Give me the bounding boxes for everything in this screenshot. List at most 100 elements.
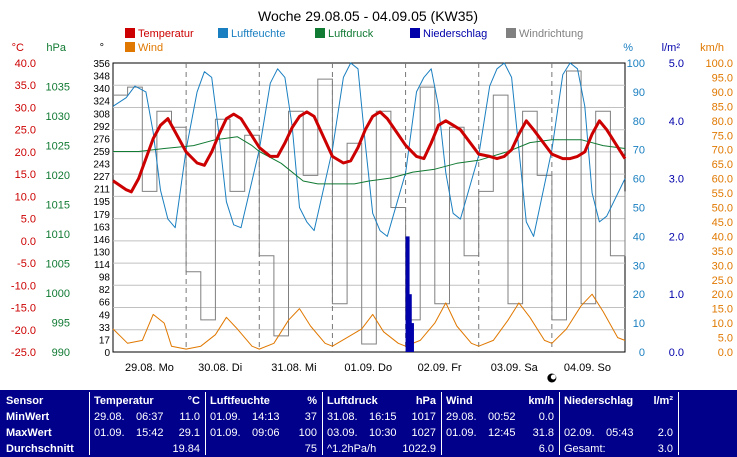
wind-max-date: 01.09. — [446, 427, 477, 439]
statistics-table: Sensor MinWert MaxWert Durchschnitt Temp… — [0, 390, 737, 457]
humidity-tick-label: 40 — [633, 231, 645, 243]
legend-label: Windrichtung — [519, 28, 583, 40]
temperature-max-time: 15:42 — [136, 427, 164, 439]
column-divider — [205, 392, 206, 455]
axis-unit-wind: km/h — [700, 42, 724, 54]
humidity-tick-label: 70 — [633, 145, 645, 157]
precipitation-column: Niederschlag l/m² 02.09. 05:43 2.0 Gesam… — [560, 390, 677, 457]
pressure-tick-label: 1015 — [46, 200, 70, 212]
direction-tick-label: 308 — [93, 109, 110, 120]
wind-tick-label: 30.0 — [712, 260, 733, 272]
pressure-tick-label: 995 — [52, 318, 70, 330]
precipitation-header: Niederschlag — [564, 395, 634, 407]
direction-tick-label: 195 — [93, 197, 110, 208]
temperature-tick-label: 20.0 — [15, 147, 36, 159]
pressure-tick-label: 1005 — [46, 259, 70, 271]
wind-tick-label: 75.0 — [712, 130, 733, 142]
temperature-tick-label: 25.0 — [15, 125, 36, 137]
wind-min-value: 0.0 — [538, 411, 554, 423]
direction-tick-label: 33 — [99, 323, 111, 334]
pressure-tick-label: 1020 — [46, 170, 70, 182]
humidity-tick-label: 80 — [633, 116, 645, 128]
series-line-wind — [112, 293, 626, 350]
precipitation-max-time: 05:43 — [606, 427, 634, 439]
direction-tick-label: 114 — [94, 260, 110, 271]
temperature-header: Temperatur — [94, 395, 154, 407]
wind-min-time: 00:52 — [488, 411, 516, 423]
temperature-tick-label: -10.0 — [11, 280, 36, 292]
pressure-tick-label: 1025 — [46, 141, 70, 153]
legend-label: Luftfeuchte — [231, 28, 285, 40]
temperature-tick-label: -25.0 — [11, 347, 36, 359]
x-tick-label: 31.08. Mi — [271, 362, 316, 374]
wind-tick-label: 35.0 — [712, 246, 733, 258]
wind-max-time: 12:45 — [488, 427, 516, 439]
wind-tick-label: 85.0 — [712, 101, 733, 113]
legend-swatch — [506, 28, 516, 38]
temperature-tick-label: -15.0 — [11, 303, 36, 315]
pressure-min-date: 31.08. — [327, 411, 358, 423]
wind-tick-label: 20.0 — [712, 289, 733, 301]
pressure-tick-label: 1030 — [46, 111, 70, 123]
wind-tick-label: 55.0 — [712, 188, 733, 200]
precipitation-bar — [405, 236, 410, 352]
row-label-avg: Durchschnitt — [6, 443, 74, 455]
precipitation-total-label: Gesamt: — [564, 443, 606, 455]
precipitation-tick-label: 2.0 — [669, 231, 684, 243]
pressure-max-date: 03.09. — [327, 427, 358, 439]
humidity-tick-label: 20 — [633, 289, 645, 301]
wind-tick-label: 15.0 — [712, 304, 733, 316]
legend-swatch — [218, 28, 228, 38]
direction-tick-label: 324 — [93, 97, 110, 108]
humidity-header: Luftfeuchte — [210, 395, 270, 407]
humidity-tick-label: 100 — [627, 58, 645, 70]
wind-tick-label: 60.0 — [712, 174, 733, 186]
direction-tick-label: 146 — [93, 235, 110, 246]
row-label-max: MaxWert — [6, 427, 52, 439]
x-tick-label: 04.09. So — [564, 362, 611, 374]
temperature-tick-label: 10.0 — [15, 191, 36, 203]
precipitation-tick-label: 1.0 — [669, 289, 684, 301]
wind-tick-label: 5.0 — [718, 333, 733, 345]
wind-max-value: 31.8 — [532, 427, 554, 439]
axis-unit-humidity: % — [623, 42, 633, 54]
direction-tick-label: 179 — [93, 210, 110, 221]
wind-tick-label: 95.0 — [712, 72, 733, 84]
series-line-humidity — [112, 62, 626, 237]
pressure-tick-label: 1000 — [46, 288, 70, 300]
legend-swatch — [410, 28, 420, 38]
direction-tick-label: 259 — [93, 147, 110, 158]
direction-tick-label: 348 — [93, 72, 110, 83]
direction-tick-label: 0 — [104, 348, 110, 359]
sensor-header: Sensor — [6, 395, 44, 407]
wind-unit: km/h — [528, 395, 554, 407]
column-divider — [441, 392, 442, 455]
chart-title: Woche 29.08.05 - 04.09.05 (KW35) — [258, 8, 478, 24]
direction-tick-label: 82 — [99, 285, 111, 296]
axis-unit-temperature: °C — [12, 42, 24, 54]
precipitation-tick-label: 4.0 — [669, 116, 684, 128]
wind-tick-label: 25.0 — [712, 275, 733, 287]
sensor-column: Sensor MinWert MaxWert Durchschnitt — [0, 390, 88, 457]
wind-tick-label: 80.0 — [712, 116, 733, 128]
direction-tick-label: 163 — [93, 222, 110, 233]
temperature-tick-label: -20.0 — [11, 325, 36, 337]
legend-label: Luftdruck — [328, 28, 374, 40]
x-tick-label: 01.09. Do — [344, 362, 392, 374]
series-line-wind-direction — [113, 70, 626, 345]
temperature-min-date: 29.08. — [94, 411, 125, 423]
precipitation-total-value: 3.0 — [657, 443, 673, 455]
wind-tick-label: 40.0 — [712, 231, 733, 243]
temperature-tick-label: 0.0 — [21, 236, 36, 248]
wind-tick-label: 45.0 — [712, 217, 733, 229]
column-divider — [678, 392, 679, 455]
wind-tick-label: 0.0 — [718, 347, 733, 359]
temperature-avg-value: 19.84 — [172, 443, 200, 455]
humidity-tick-label: 90 — [633, 87, 645, 99]
temperature-tick-label: 15.0 — [15, 169, 36, 181]
pressure-column: Luftdruck hPa 31.08. 16:15 1017 03.09. 1… — [323, 390, 440, 457]
x-tick-label: 02.09. Fr — [418, 362, 462, 374]
wind-tick-label: 70.0 — [712, 145, 733, 157]
wind-min-date: 29.08. — [446, 411, 477, 423]
temperature-tick-label: 30.0 — [15, 102, 36, 114]
